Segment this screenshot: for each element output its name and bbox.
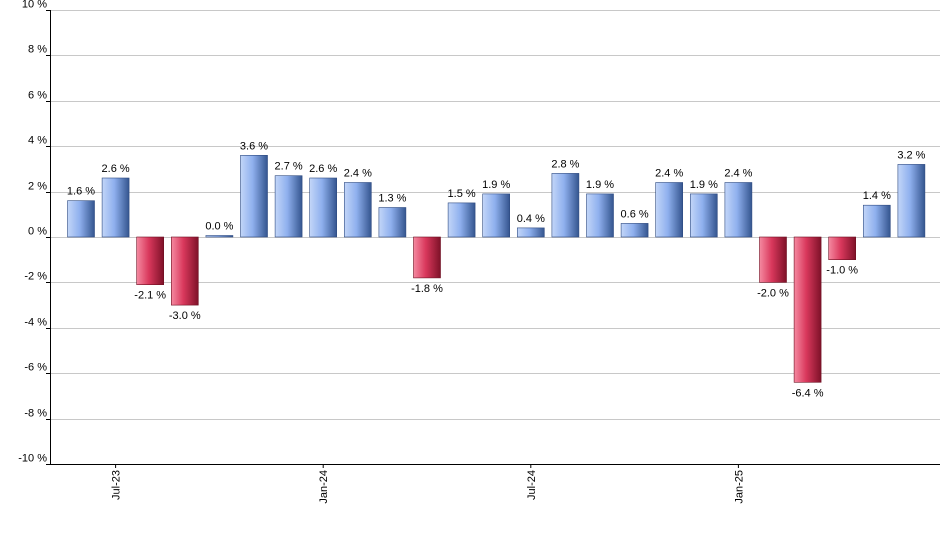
y-tick-label: 8 % (28, 44, 47, 56)
bar (551, 173, 580, 238)
bar (759, 236, 787, 283)
bar-value-label: 2.6 % (309, 163, 337, 175)
y-tick-label: 10 % (22, 0, 47, 11)
bar (828, 236, 857, 261)
x-axis-tick-labels: Jul-23 Jan-24 Jul-24 Jan-25 (111, 470, 746, 504)
bar-value-label: 2.4 % (724, 168, 752, 180)
y-tick-label: 0 % (28, 226, 47, 238)
bar-value-label: 1.9 % (586, 179, 614, 191)
bar (136, 236, 164, 286)
y-tick-label: 6 % (28, 90, 47, 102)
bar (101, 177, 130, 238)
y-axis-tick-labels: 10 % 8 % 6 % 4 % 2 % 0 % -2 % -4 % -6 % -8 % -10 % (18, 0, 47, 465)
bar-value-label: 2.4 % (655, 168, 683, 180)
bar-value-label: 0.6 % (621, 208, 649, 220)
bar-value-label: -2.1 % (134, 290, 166, 302)
bar-value-label: 0.0 % (205, 221, 233, 233)
bar-value-label: 2.6 % (102, 163, 130, 175)
bar (724, 182, 753, 238)
bar (309, 177, 338, 238)
bar-value-label: 1.3 % (378, 193, 406, 205)
bar-value-label: 1.9 % (482, 179, 510, 191)
bar (274, 175, 303, 238)
bar (240, 155, 268, 238)
y-tick-label: -8 % (24, 408, 47, 420)
y-tick-label: 4 % (28, 135, 47, 147)
bar-value-label: 1.5 % (448, 188, 476, 200)
bar (655, 182, 684, 238)
x-tick-label: Jul-24 (526, 470, 538, 500)
bar (586, 193, 614, 238)
bar-value-label: 3.2 % (897, 149, 925, 161)
y-tick-label: -2 % (24, 271, 47, 283)
bar (482, 193, 511, 238)
bar-value-label: -6.4 % (792, 387, 824, 399)
bar (413, 236, 441, 279)
bar (793, 236, 822, 383)
bar (205, 235, 234, 238)
y-tick-label: 2 % (28, 181, 47, 193)
bar (516, 227, 545, 238)
bar (343, 182, 372, 238)
y-tick-label: -10 % (18, 453, 47, 465)
bar (620, 223, 649, 238)
bar (689, 193, 718, 238)
bar (897, 164, 926, 238)
bar (171, 236, 199, 306)
y-tick-label: -6 % (24, 362, 47, 374)
bar-value-label: 1.6 % (67, 186, 95, 198)
bar-value-label: 0.4 % (517, 213, 545, 225)
bar (447, 202, 476, 238)
bar-value-label: 3.6 % (240, 140, 268, 152)
bar (862, 204, 891, 238)
bar (378, 207, 407, 238)
bar-value-label: 2.8 % (551, 158, 579, 170)
bar-value-label: 2.7 % (275, 161, 303, 173)
data-labels: 1.6 % 2.6 % -2.1 %-3.0 % 0.0 % 3.6 % 2.7 % 2.6… (67, 140, 926, 399)
bar-value-label: -1.0 % (826, 265, 858, 277)
x-tick-label: Jul-23 (111, 470, 123, 500)
bar-value-label: -3.0 % (169, 310, 201, 322)
x-tick-label: Jan-24 (318, 470, 330, 504)
y-tick-label: -4 % (24, 317, 47, 329)
bar-value-label: 1.9 % (690, 179, 718, 191)
bar-value-label: 2.4 % (344, 168, 372, 180)
bars (67, 155, 926, 383)
x-tick-label: Jan-25 (733, 470, 745, 504)
axes (46, 10, 940, 468)
bar-value-label: 1.4 % (863, 190, 891, 202)
bar-value-label: -1.8 % (411, 283, 443, 295)
bar-value-label: -2.0 % (757, 287, 789, 299)
bar (67, 200, 95, 238)
